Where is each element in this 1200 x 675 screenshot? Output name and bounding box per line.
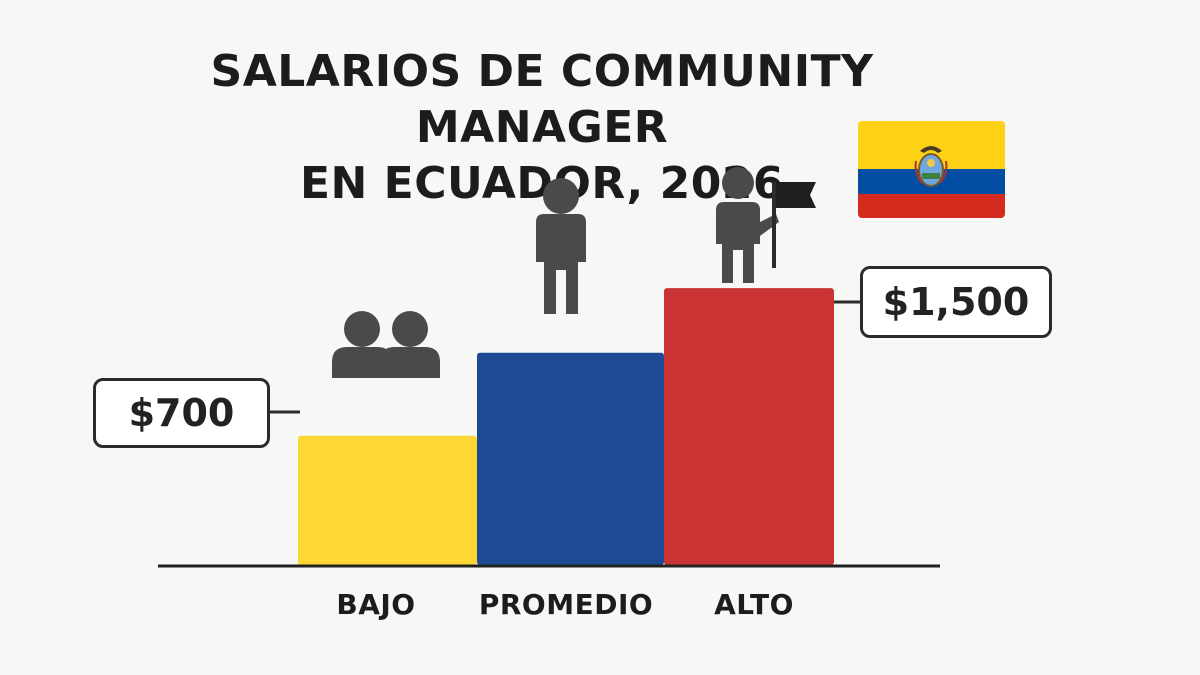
title-line-2: EN ECUADOR, 2026 — [299, 158, 785, 209]
person-icon — [536, 178, 586, 314]
category-label-bajo: BAJO — [336, 588, 416, 621]
bar-alto — [664, 288, 834, 565]
bar-bajo — [298, 435, 477, 565]
category-label-promedio: PROMEDIO — [478, 588, 654, 621]
category-label-alto: ALTO — [714, 588, 794, 621]
chart-title: SALARIOS DE COMMUNITY MANAGER EN ECUADOR… — [92, 44, 992, 212]
alto-value-label: $1,500 — [860, 266, 1052, 338]
two-people-icon — [332, 311, 440, 378]
title-line-1: SALARIOS DE COMMUNITY MANAGER — [210, 46, 874, 153]
ecuador-flag-icon — [858, 121, 1005, 218]
person-with-flag-icon — [716, 167, 816, 283]
bar-promedio — [477, 352, 664, 565]
bajo-value-label: $700 — [93, 378, 270, 448]
coat-of-arms-icon — [914, 146, 948, 187]
